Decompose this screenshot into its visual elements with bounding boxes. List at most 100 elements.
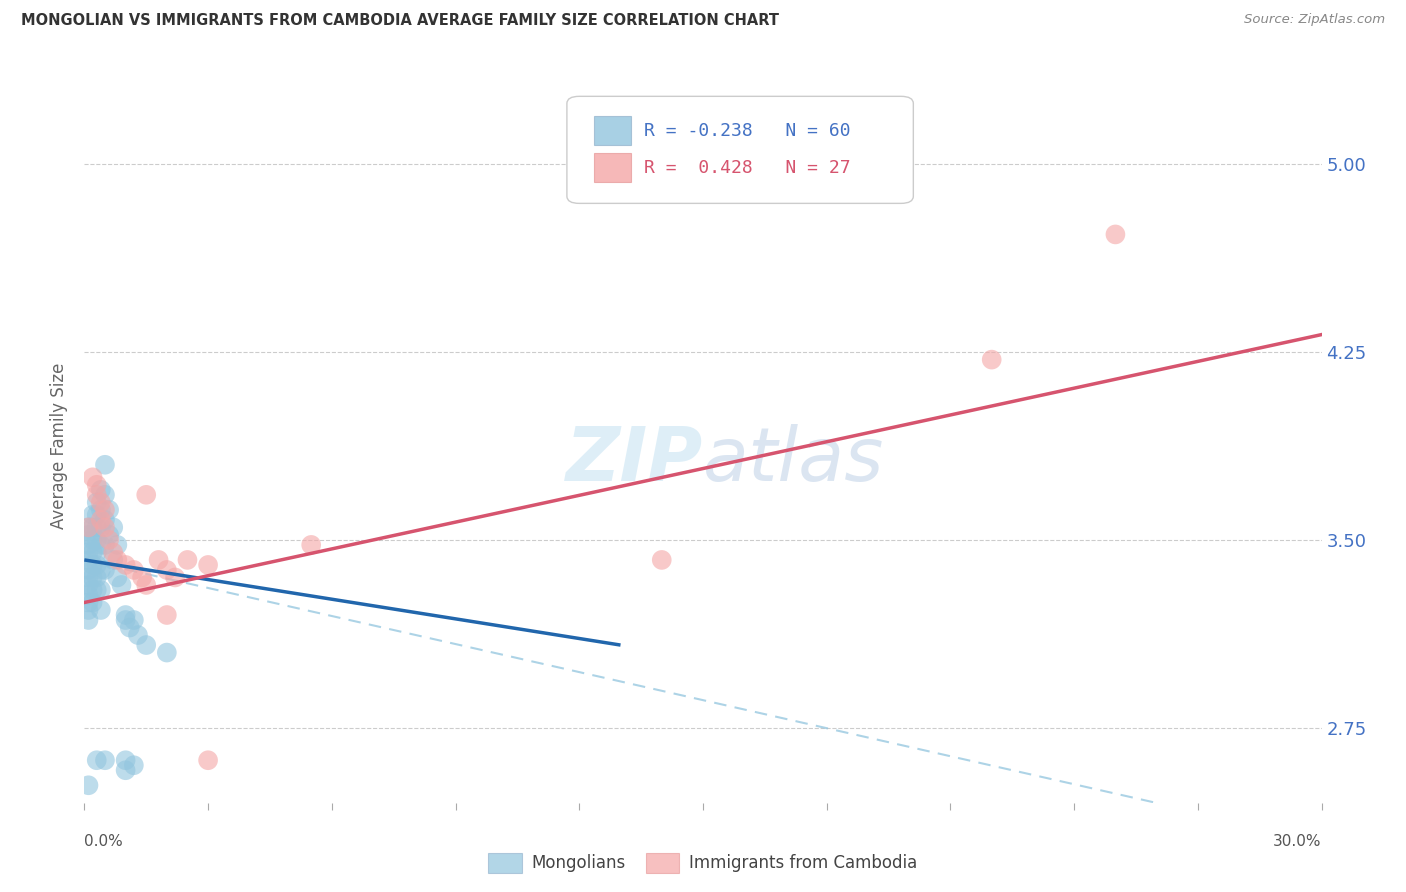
- Point: [980, 352, 1002, 367]
- Point: [86, 495, 108, 509]
- Point: [86, 570, 108, 584]
- Point: [114, 764, 136, 778]
- Point: [98, 533, 121, 547]
- Point: [103, 545, 125, 559]
- Point: [77, 778, 100, 792]
- Point: [77, 588, 100, 602]
- Point: [131, 570, 153, 584]
- Point: [122, 613, 145, 627]
- Point: [82, 570, 104, 584]
- Point: [94, 458, 117, 472]
- Point: [77, 520, 100, 534]
- Point: [94, 503, 117, 517]
- Text: MONGOLIAN VS IMMIGRANTS FROM CAMBODIA AVERAGE FAMILY SIZE CORRELATION CHART: MONGOLIAN VS IMMIGRANTS FROM CAMBODIA AV…: [21, 13, 779, 29]
- Point: [127, 628, 149, 642]
- Point: [82, 595, 104, 609]
- Point: [86, 520, 108, 534]
- Y-axis label: Average Family Size: Average Family Size: [51, 363, 69, 529]
- Point: [135, 638, 157, 652]
- Point: [94, 753, 117, 767]
- Point: [77, 570, 100, 584]
- Point: [86, 533, 108, 547]
- Point: [105, 570, 128, 584]
- Point: [77, 538, 100, 552]
- Point: [82, 520, 104, 534]
- Point: [165, 570, 187, 584]
- Text: Source: ZipAtlas.com: Source: ZipAtlas.com: [1244, 13, 1385, 27]
- Point: [105, 553, 128, 567]
- Point: [197, 753, 219, 767]
- Point: [82, 558, 104, 572]
- Point: [114, 607, 136, 622]
- Point: [90, 520, 112, 534]
- Point: [114, 558, 136, 572]
- Point: [90, 503, 112, 517]
- Point: [86, 545, 108, 559]
- Text: 0.0%: 0.0%: [84, 834, 124, 849]
- Legend: Mongolians, Immigrants from Cambodia: Mongolians, Immigrants from Cambodia: [482, 847, 924, 880]
- Point: [77, 553, 100, 567]
- Point: [90, 483, 112, 497]
- Point: [176, 553, 198, 567]
- Point: [103, 553, 125, 567]
- Point: [105, 538, 128, 552]
- Point: [82, 582, 104, 597]
- FancyBboxPatch shape: [595, 153, 631, 182]
- Point: [299, 538, 322, 552]
- Text: ZIP: ZIP: [565, 424, 703, 497]
- Point: [77, 520, 100, 534]
- Point: [651, 553, 673, 567]
- Point: [114, 753, 136, 767]
- Point: [77, 578, 100, 592]
- Point: [148, 553, 170, 567]
- Point: [1104, 227, 1126, 242]
- Point: [118, 621, 141, 635]
- Point: [122, 563, 145, 577]
- Point: [156, 607, 179, 622]
- Point: [90, 538, 112, 552]
- Point: [77, 563, 100, 577]
- Point: [77, 528, 100, 542]
- Point: [86, 508, 108, 522]
- Point: [90, 563, 112, 577]
- Point: [135, 488, 157, 502]
- Point: [82, 533, 104, 547]
- Point: [86, 488, 108, 502]
- Point: [197, 558, 219, 572]
- Point: [77, 613, 100, 627]
- Point: [82, 470, 104, 484]
- Point: [103, 520, 125, 534]
- Text: atlas: atlas: [703, 425, 884, 496]
- Point: [122, 758, 145, 772]
- Point: [86, 582, 108, 597]
- Point: [94, 513, 117, 527]
- Point: [94, 488, 117, 502]
- Point: [135, 578, 157, 592]
- Point: [98, 528, 121, 542]
- Point: [90, 513, 112, 527]
- Point: [98, 503, 121, 517]
- Point: [156, 563, 179, 577]
- Point: [77, 603, 100, 617]
- Point: [90, 582, 112, 597]
- Point: [77, 545, 100, 559]
- Point: [82, 508, 104, 522]
- Point: [86, 478, 108, 492]
- Point: [94, 538, 117, 552]
- Point: [86, 753, 108, 767]
- Point: [90, 603, 112, 617]
- Text: 30.0%: 30.0%: [1274, 834, 1322, 849]
- FancyBboxPatch shape: [567, 96, 914, 203]
- Point: [90, 495, 112, 509]
- Point: [156, 646, 179, 660]
- Point: [110, 578, 132, 592]
- Point: [82, 545, 104, 559]
- Point: [77, 595, 100, 609]
- Text: R = -0.238   N = 60: R = -0.238 N = 60: [644, 121, 851, 139]
- Text: R =  0.428   N = 27: R = 0.428 N = 27: [644, 159, 851, 177]
- Point: [114, 613, 136, 627]
- Point: [94, 520, 117, 534]
- Point: [86, 558, 108, 572]
- Point: [94, 563, 117, 577]
- FancyBboxPatch shape: [595, 116, 631, 145]
